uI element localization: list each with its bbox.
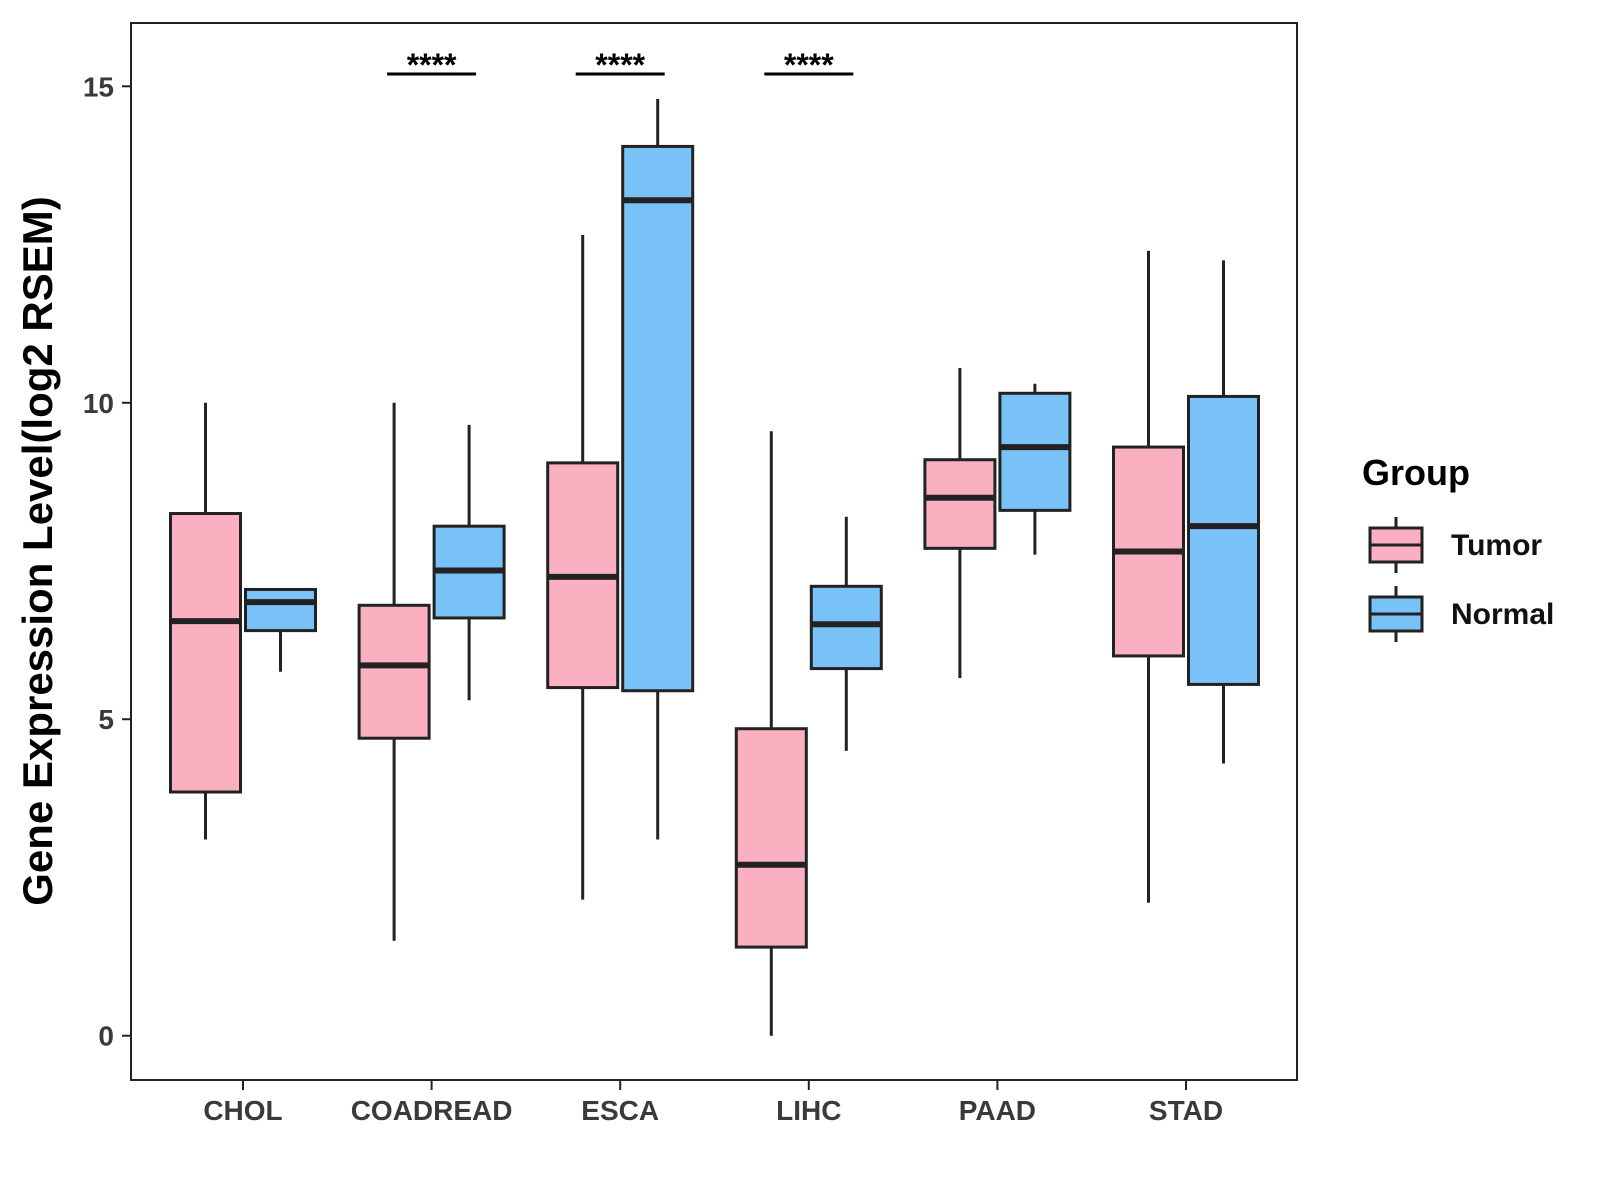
legend-item-tumor: Tumor — [1368, 517, 1542, 573]
box-tumor-coadread — [357, 402, 431, 941]
box-tumor-lihc — [734, 431, 808, 1036]
significance-coadread: **** — [387, 47, 477, 83]
plot-panel — [130, 22, 1298, 1081]
box-normal-paad — [998, 383, 1072, 555]
box-body — [1187, 394, 1260, 686]
significance-esca: **** — [575, 47, 665, 83]
box-normal-esca — [621, 98, 695, 840]
legend-item-normal: Normal — [1368, 586, 1554, 642]
significance-label: **** — [784, 47, 834, 83]
x-tick-label: PAAD — [959, 1095, 1036, 1126]
x-tick-label: COADREAD — [351, 1095, 513, 1126]
box-tumor-esca — [546, 235, 620, 900]
y-axis: 0 5 10 15 — [83, 71, 131, 1052]
box-tumor-paad — [923, 367, 997, 679]
box-tumor-chol — [169, 402, 242, 840]
annotations-layer: **** **** **** — [387, 47, 854, 83]
significance-label: **** — [595, 47, 645, 83]
y-axis-title: Gene Expression Level(log2 RSEM) — [14, 196, 61, 906]
box-body — [357, 603, 431, 740]
box-normal-lihc — [809, 516, 883, 751]
x-tick-label: ESCA — [581, 1095, 659, 1126]
x-tick-label: STAD — [1149, 1095, 1223, 1126]
legend-title: Group — [1362, 452, 1470, 493]
x-axis: CHOL COADREAD ESCA LIHC PAAD STAD — [203, 1080, 1223, 1126]
y-tick-label: 0 — [98, 1021, 114, 1052]
box-normal-coadread — [432, 424, 506, 701]
box-normal-chol — [244, 587, 317, 672]
box-body — [998, 391, 1072, 512]
box-normal-stad — [1187, 260, 1260, 764]
y-tick-label: 15 — [83, 71, 114, 102]
box-body — [244, 587, 317, 633]
y-tick-label: 10 — [83, 388, 114, 419]
significance-label: **** — [407, 47, 457, 83]
box-body — [923, 458, 997, 550]
boxes-layer — [169, 98, 1260, 1036]
legend: Group Tumor Normal — [1362, 452, 1554, 642]
box-body — [621, 144, 695, 693]
box-body — [169, 512, 242, 794]
box-body — [734, 727, 808, 949]
legend-label-tumor: Tumor — [1451, 529, 1542, 562]
box-body — [809, 584, 883, 671]
x-tick-label: LIHC — [776, 1095, 841, 1126]
y-tick-label: 5 — [98, 704, 114, 735]
x-tick-label: CHOL — [203, 1095, 282, 1126]
significance-lihc: **** — [764, 47, 854, 83]
box-tumor-stad — [1112, 250, 1185, 903]
legend-label-normal: Normal — [1451, 598, 1554, 631]
